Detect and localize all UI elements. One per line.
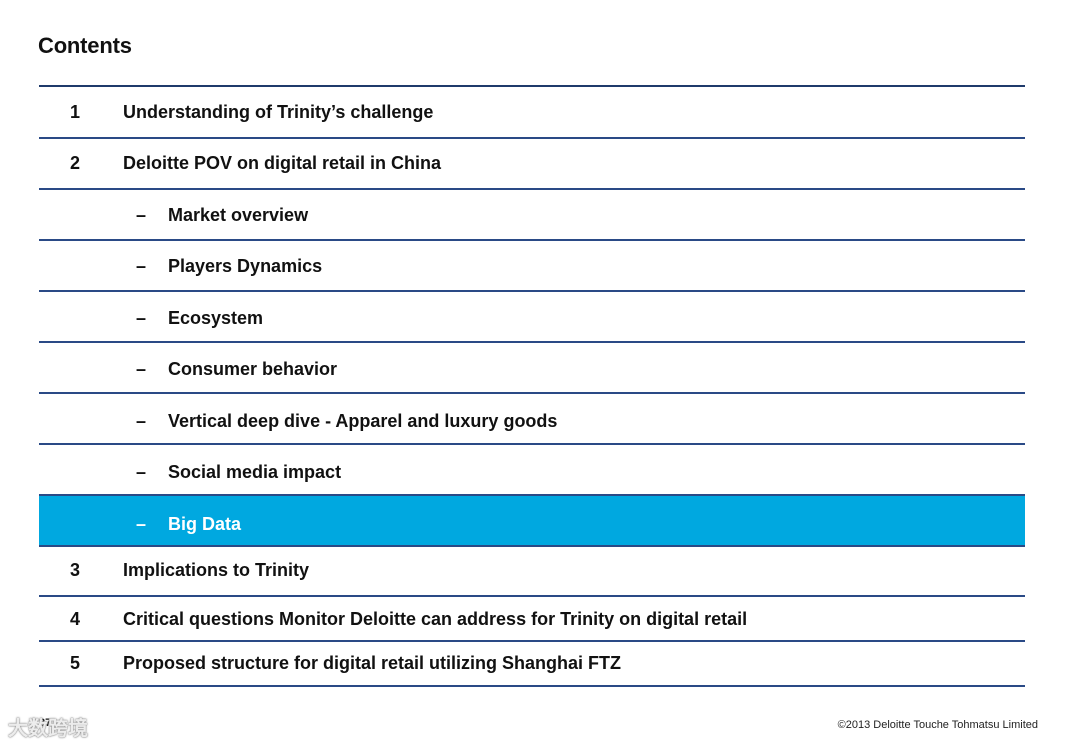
- toc-row-1[interactable]: 1 Understanding of Trinity’s challenge: [39, 87, 1025, 139]
- dash-bullet: –: [136, 411, 147, 431]
- toc-number: 2: [70, 153, 81, 173]
- toc-subrow-market-overview[interactable]: – Market overview: [39, 190, 1025, 241]
- table-of-contents: 1 Understanding of Trinity’s challenge 2…: [39, 85, 1025, 687]
- toc-label: Implications to Trinity: [123, 560, 310, 580]
- toc-number: 3: [70, 560, 81, 580]
- toc-row-5[interactable]: 5 Proposed structure for digital retail …: [39, 642, 1025, 687]
- toc-subrow-ecosystem[interactable]: – Ecosystem: [39, 292, 1025, 343]
- dash-bullet: –: [136, 359, 147, 379]
- dash-bullet: –: [136, 514, 147, 534]
- toc-number: 1: [70, 102, 81, 122]
- page-title: Contents: [38, 33, 132, 58]
- toc-sublabel: Players Dynamics: [168, 256, 323, 276]
- toc-number: 4: [70, 609, 81, 629]
- toc-row-2[interactable]: 2 Deloitte POV on digital retail in Chin…: [39, 139, 1025, 190]
- copyright-notice: ©2013 Deloitte Touche Tohmatsu Limited: [837, 719, 1038, 731]
- toc-subrow-players-dynamics[interactable]: – Players Dynamics: [39, 241, 1025, 292]
- dash-bullet: –: [136, 462, 147, 482]
- toc-subrow-consumer-behavior[interactable]: – Consumer behavior: [39, 343, 1025, 394]
- toc-row-4[interactable]: 4 Critical questions Monitor Deloitte ca…: [39, 597, 1025, 642]
- toc-subrow-vertical-deep-dive[interactable]: – Vertical deep dive - Apparel and luxur…: [39, 394, 1025, 445]
- toc-sublabel: Ecosystem: [168, 308, 264, 328]
- toc-label: Understanding of Trinity’s challenge: [123, 102, 434, 122]
- dash-bullet: –: [136, 308, 147, 328]
- dash-bullet: –: [136, 256, 147, 276]
- toc-subrow-social-media-impact[interactable]: – Social media impact: [39, 445, 1025, 496]
- toc-sublabel: Social media impact: [168, 462, 342, 482]
- toc-number: 5: [70, 653, 81, 673]
- dash-bullet: –: [136, 205, 147, 225]
- toc-subrow-big-data-active[interactable]: – Big Data: [39, 496, 1025, 547]
- toc-sublabel: Market overview: [168, 205, 309, 225]
- toc-label: Deloitte POV on digital retail in China: [123, 153, 442, 173]
- page-number: 87: [39, 717, 52, 729]
- toc-sublabel: Big Data: [168, 514, 242, 534]
- watermark-logo: 大数跨境: [8, 718, 88, 740]
- toc-sublabel: Vertical deep dive - Apparel and luxury …: [168, 411, 558, 431]
- toc-sublabel: Consumer behavior: [168, 359, 338, 379]
- toc-label: Proposed structure for digital retail ut…: [123, 653, 622, 673]
- toc-row-3[interactable]: 3 Implications to Trinity: [39, 547, 1025, 597]
- toc-label: Critical questions Monitor Deloitte can …: [123, 609, 748, 629]
